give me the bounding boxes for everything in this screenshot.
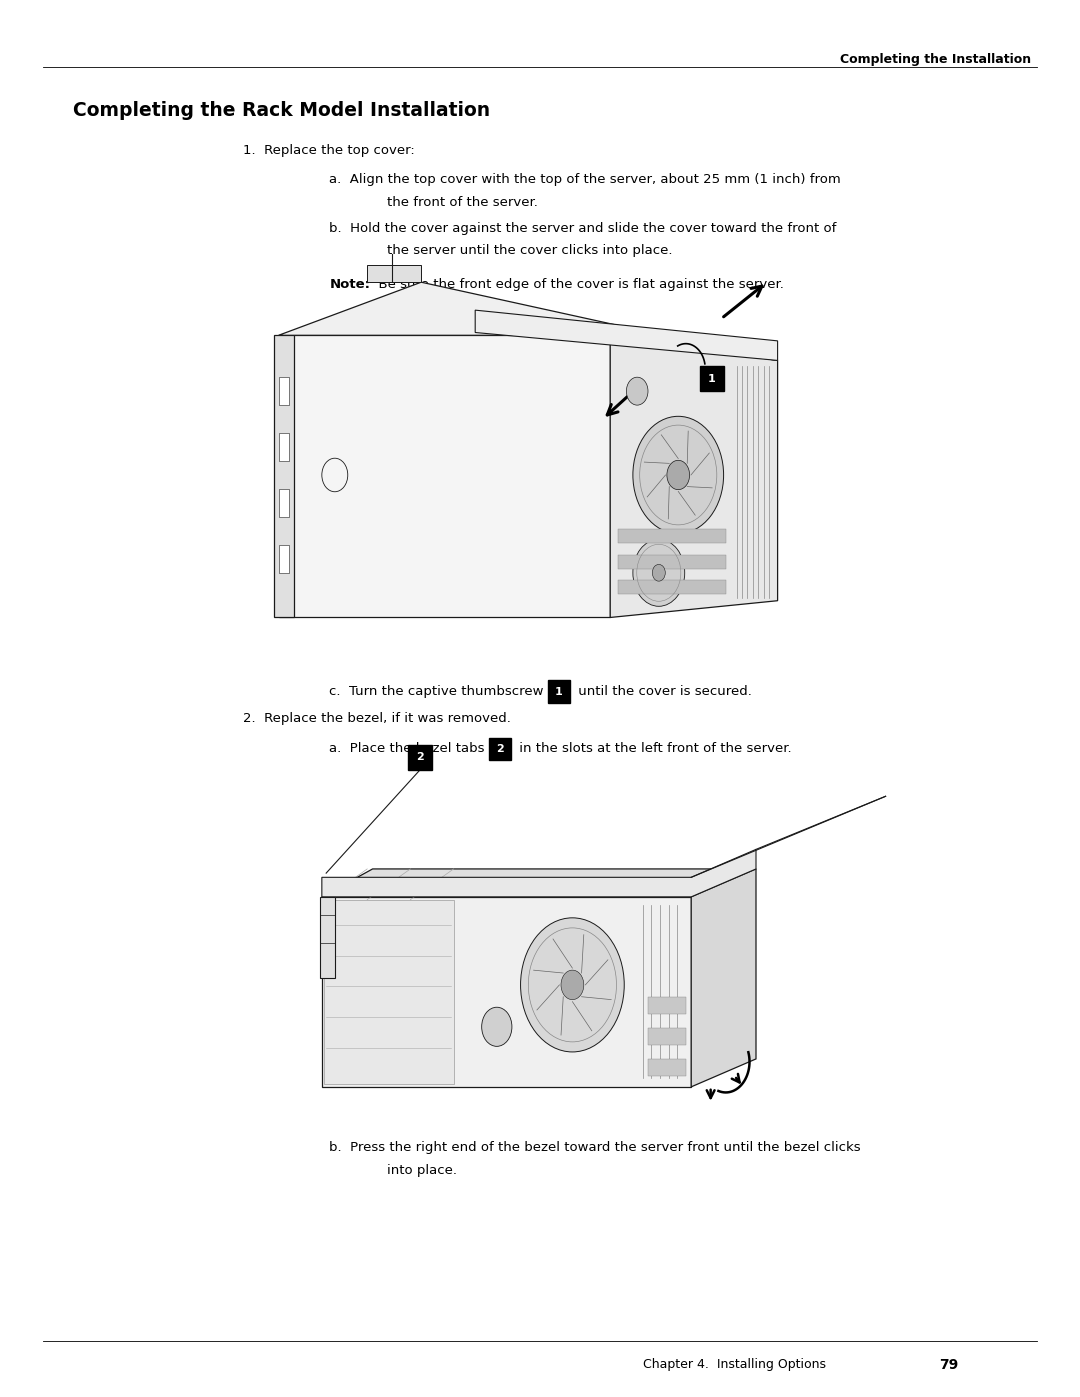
Polygon shape — [324, 900, 454, 1084]
Bar — [648, 1059, 686, 1076]
Circle shape — [482, 1007, 512, 1046]
Text: into place.: into place. — [387, 1164, 457, 1176]
Text: a.  Align the top cover with the top of the server, about 25 mm (1 inch) from: a. Align the top cover with the top of t… — [329, 173, 841, 186]
Text: 2.  Replace the bezel, if it was removed.: 2. Replace the bezel, if it was removed. — [243, 712, 511, 725]
Bar — [489, 738, 511, 760]
Text: 1: 1 — [707, 373, 716, 384]
Bar — [618, 529, 726, 543]
Text: 2: 2 — [416, 752, 424, 763]
Text: a.  Place the bezel tabs: a. Place the bezel tabs — [329, 742, 489, 754]
Polygon shape — [367, 265, 421, 282]
Text: in the slots at the left front of the server.: in the slots at the left front of the se… — [515, 742, 792, 754]
Polygon shape — [475, 310, 778, 360]
Circle shape — [652, 564, 665, 581]
Circle shape — [561, 970, 584, 1000]
Text: 1.  Replace the top cover:: 1. Replace the top cover: — [243, 144, 415, 156]
Text: the front of the server.: the front of the server. — [387, 196, 538, 208]
Bar — [700, 366, 724, 391]
Bar — [279, 489, 289, 517]
Bar — [618, 580, 726, 594]
Text: until the cover is secured.: until the cover is secured. — [575, 685, 752, 697]
Polygon shape — [320, 897, 335, 978]
Polygon shape — [279, 282, 778, 360]
Circle shape — [633, 539, 685, 606]
Polygon shape — [279, 335, 610, 617]
Circle shape — [667, 460, 690, 489]
Polygon shape — [322, 897, 691, 1087]
Text: Completing the Rack Model Installation: Completing the Rack Model Installation — [73, 101, 490, 120]
Text: Completing the Installation: Completing the Installation — [840, 53, 1031, 66]
Text: 79: 79 — [940, 1358, 959, 1372]
Bar — [408, 745, 432, 770]
Text: b.  Press the right end of the bezel toward the server front until the bezel cli: b. Press the right end of the bezel towa… — [329, 1141, 861, 1154]
Text: 2: 2 — [496, 743, 504, 754]
Circle shape — [521, 918, 624, 1052]
Bar — [648, 997, 686, 1014]
Bar — [279, 433, 289, 461]
Bar — [648, 1028, 686, 1045]
Circle shape — [626, 377, 648, 405]
Text: c.  Turn the captive thumbscrew: c. Turn the captive thumbscrew — [329, 685, 549, 697]
Bar — [618, 555, 726, 569]
Text: Chapter 4.  Installing Options: Chapter 4. Installing Options — [643, 1358, 825, 1370]
Text: 1: 1 — [555, 686, 563, 697]
Polygon shape — [322, 849, 756, 897]
Polygon shape — [274, 335, 294, 617]
Text: b.  Hold the cover against the server and slide the cover toward the front of: b. Hold the cover against the server and… — [329, 222, 837, 235]
Polygon shape — [610, 335, 778, 617]
Bar — [279, 545, 289, 573]
Text: the server until the cover clicks into place.: the server until the cover clicks into p… — [387, 244, 672, 257]
Polygon shape — [691, 869, 756, 1087]
Bar — [549, 680, 570, 703]
Text: Note:: Note: — [329, 278, 370, 291]
Polygon shape — [322, 869, 756, 897]
Bar — [279, 377, 289, 405]
Circle shape — [633, 416, 724, 534]
Text: Be sure the front edge of the cover is flat against the server.: Be sure the front edge of the cover is f… — [370, 278, 784, 291]
